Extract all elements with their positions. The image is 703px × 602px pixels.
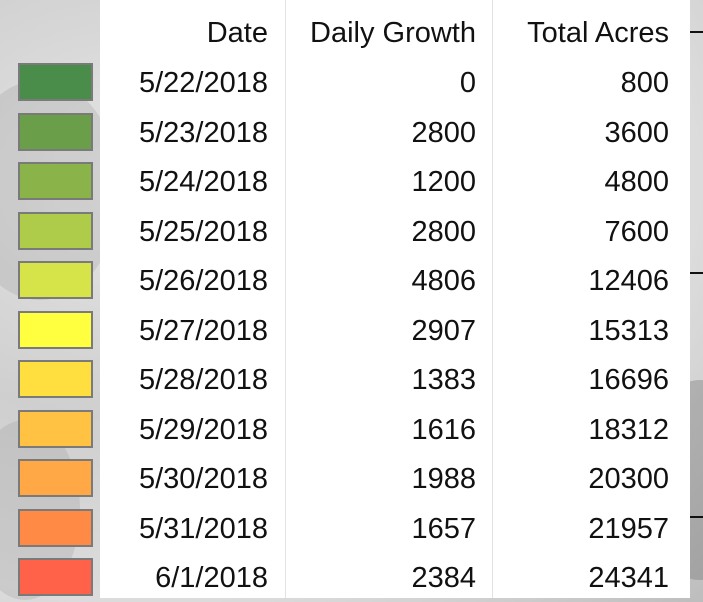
color-swatch: [18, 459, 93, 497]
color-swatch: [18, 558, 93, 596]
color-swatch: [18, 212, 93, 250]
date-cell: 5/25/2018: [139, 212, 268, 252]
total-acres-cell: 16696: [588, 360, 669, 400]
color-swatch: [18, 311, 93, 349]
color-swatch: [18, 63, 93, 101]
total-acres-cell: 18312: [588, 410, 669, 450]
color-swatch: [18, 261, 93, 299]
header-cell: Total Acres: [527, 13, 669, 53]
header-cell: Date: [207, 13, 268, 53]
map-tick: [690, 516, 703, 518]
daily-growth-cell: 2907: [411, 311, 476, 351]
total-acres-cell: 4800: [604, 162, 669, 202]
daily-growth-cell: 2384: [411, 558, 476, 598]
daily-growth-cell: 2800: [411, 113, 476, 153]
map-tick: [690, 272, 703, 274]
date-cell: 5/26/2018: [139, 261, 268, 301]
date-cell: 6/1/2018: [155, 558, 268, 598]
map-legend-screenshot: Date Daily Growth Total Acres 5/22/2018 0…: [0, 0, 703, 602]
total-acres-cell: 800: [621, 63, 669, 103]
total-acres-cell: 21957: [588, 509, 669, 549]
daily-growth-cell: 1616: [411, 410, 476, 450]
date-cell: 5/31/2018: [139, 509, 268, 549]
date-cell: 5/23/2018: [139, 113, 268, 153]
column-divider: [492, 0, 493, 598]
map-tick: [690, 31, 703, 33]
date-cell: 5/22/2018: [139, 63, 268, 103]
total-acres-cell: 7600: [604, 212, 669, 252]
daily-growth-cell: 1200: [411, 162, 476, 202]
total-acres-cell: 24341: [588, 558, 669, 598]
daily-growth-cell: 4806: [411, 261, 476, 301]
date-cell: 5/29/2018: [139, 410, 268, 450]
total-acres-cell: 12406: [588, 261, 669, 301]
total-acres-cell: 3600: [604, 113, 669, 153]
total-acres-cell: 15313: [588, 311, 669, 351]
total-acres-cell: 20300: [588, 459, 669, 499]
color-swatch: [18, 410, 93, 448]
daily-growth-cell: 2800: [411, 212, 476, 252]
daily-growth-cell: 1383: [411, 360, 476, 400]
date-cell: 5/27/2018: [139, 311, 268, 351]
daily-growth-cell: 1988: [411, 459, 476, 499]
date-cell: 5/30/2018: [139, 459, 268, 499]
header-cell: Daily Growth: [310, 13, 476, 53]
legend-table: Date Daily Growth Total Acres 5/22/2018 0…: [100, 0, 690, 598]
color-swatch: [18, 360, 93, 398]
color-swatch: [18, 162, 93, 200]
column-divider: [285, 0, 286, 598]
color-swatch: [18, 509, 93, 547]
daily-growth-cell: 1657: [411, 509, 476, 549]
color-swatch: [18, 113, 93, 151]
date-cell: 5/24/2018: [139, 162, 268, 202]
daily-growth-cell: 0: [460, 63, 476, 103]
date-cell: 5/28/2018: [139, 360, 268, 400]
